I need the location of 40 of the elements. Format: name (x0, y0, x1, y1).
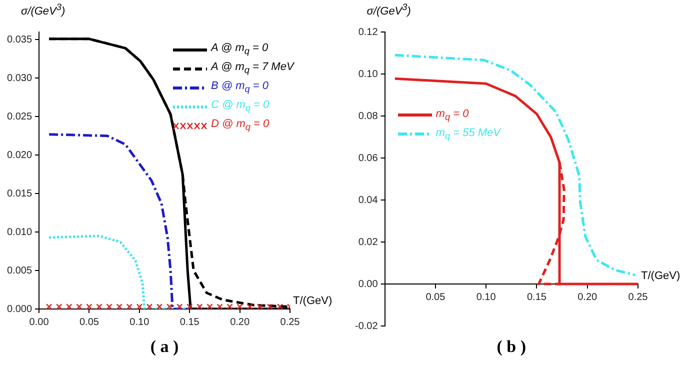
y-tick-label: 0.035 (6, 34, 32, 46)
x-tick-label: 0.20 (230, 316, 250, 328)
y-tick-label: 0.020 (6, 150, 32, 161)
legend-label: m$_{q}$ = 0 (436, 108, 469, 122)
y-tick-label: 0.030 (6, 72, 32, 84)
x-tick-label: 0.20 (578, 292, 598, 303)
text: ( b ) (496, 337, 528, 357)
x-tick-label: 0.10 (130, 316, 150, 328)
legend-label: D @ m$_{q}$ = 0 (211, 118, 270, 133)
x-tick-label: 0.25 (628, 292, 648, 303)
legend-label: m$_{q}$ = 55 MeV (436, 126, 500, 142)
legend-label: C @ m$_{q}$ = 0 (211, 99, 270, 114)
y-tick-label: 0.025 (6, 111, 32, 122)
y-tick-label: 0.02 (358, 236, 378, 248)
x-tick-label: 0.10 (476, 292, 496, 303)
y-axis-title: σ/(GeV$^{3}$) (366, 2, 411, 18)
legend-label: A @ m$_{q}$ = 7 MeV (211, 61, 294, 76)
y-tick-label: 0.06 (358, 152, 378, 164)
y-tick-label: 0.005 (6, 265, 32, 276)
y-tick-label: 0.015 (6, 188, 32, 200)
x-axis-title: T/(GeV) (293, 295, 332, 307)
x-tick-label: 0.00 (29, 316, 50, 328)
x-tick-label: 0.15 (180, 316, 200, 328)
y-axis-title: σ/(GeV$^{3}$) (21, 2, 66, 18)
x-tick-label: 0.25 (280, 316, 300, 328)
y-tick-label: 0.04 (358, 194, 378, 206)
legend-label: B @ m$_{q}$ = 0 (211, 80, 269, 95)
x-tick-label: 0.05 (426, 292, 446, 303)
y-tick-label: 0.010 (6, 226, 32, 238)
y-tick-label: 0.10 (358, 68, 378, 80)
y-tick-label: -0.02 (354, 320, 378, 332)
y-tick-label: 0.12 (358, 26, 378, 38)
x-tick-label: 0.05 (79, 316, 100, 328)
text: ( a ) (149, 337, 180, 357)
x-tick-label: 0.15 (526, 292, 547, 303)
y-tick-label: 0.00 (358, 278, 378, 290)
y-tick-label: 0.000 (6, 304, 32, 315)
x-axis-title: T/(GeV) (641, 270, 680, 282)
legend-label: A @ m$_{q}$ = 0 (211, 42, 268, 57)
y-tick-label: 0.08 (358, 110, 378, 122)
